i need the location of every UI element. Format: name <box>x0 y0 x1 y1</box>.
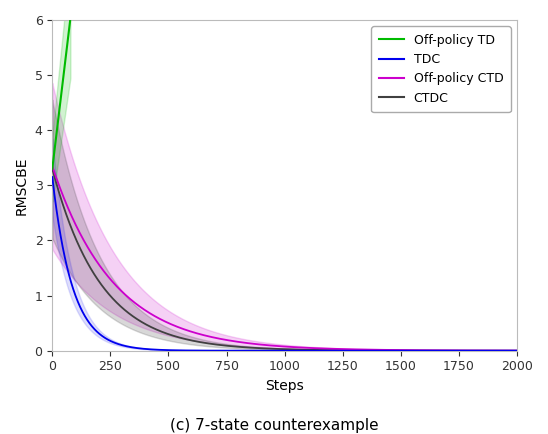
Y-axis label: RMSCBE: RMSCBE <box>15 156 29 214</box>
Legend: Off-policy TD, TDC, Off-policy CTD, CTDC: Off-policy TD, TDC, Off-policy CTD, CTDC <box>371 26 511 112</box>
Text: (c) 7-state counterexample: (c) 7-state counterexample <box>170 418 378 433</box>
X-axis label: Steps: Steps <box>265 379 304 393</box>
